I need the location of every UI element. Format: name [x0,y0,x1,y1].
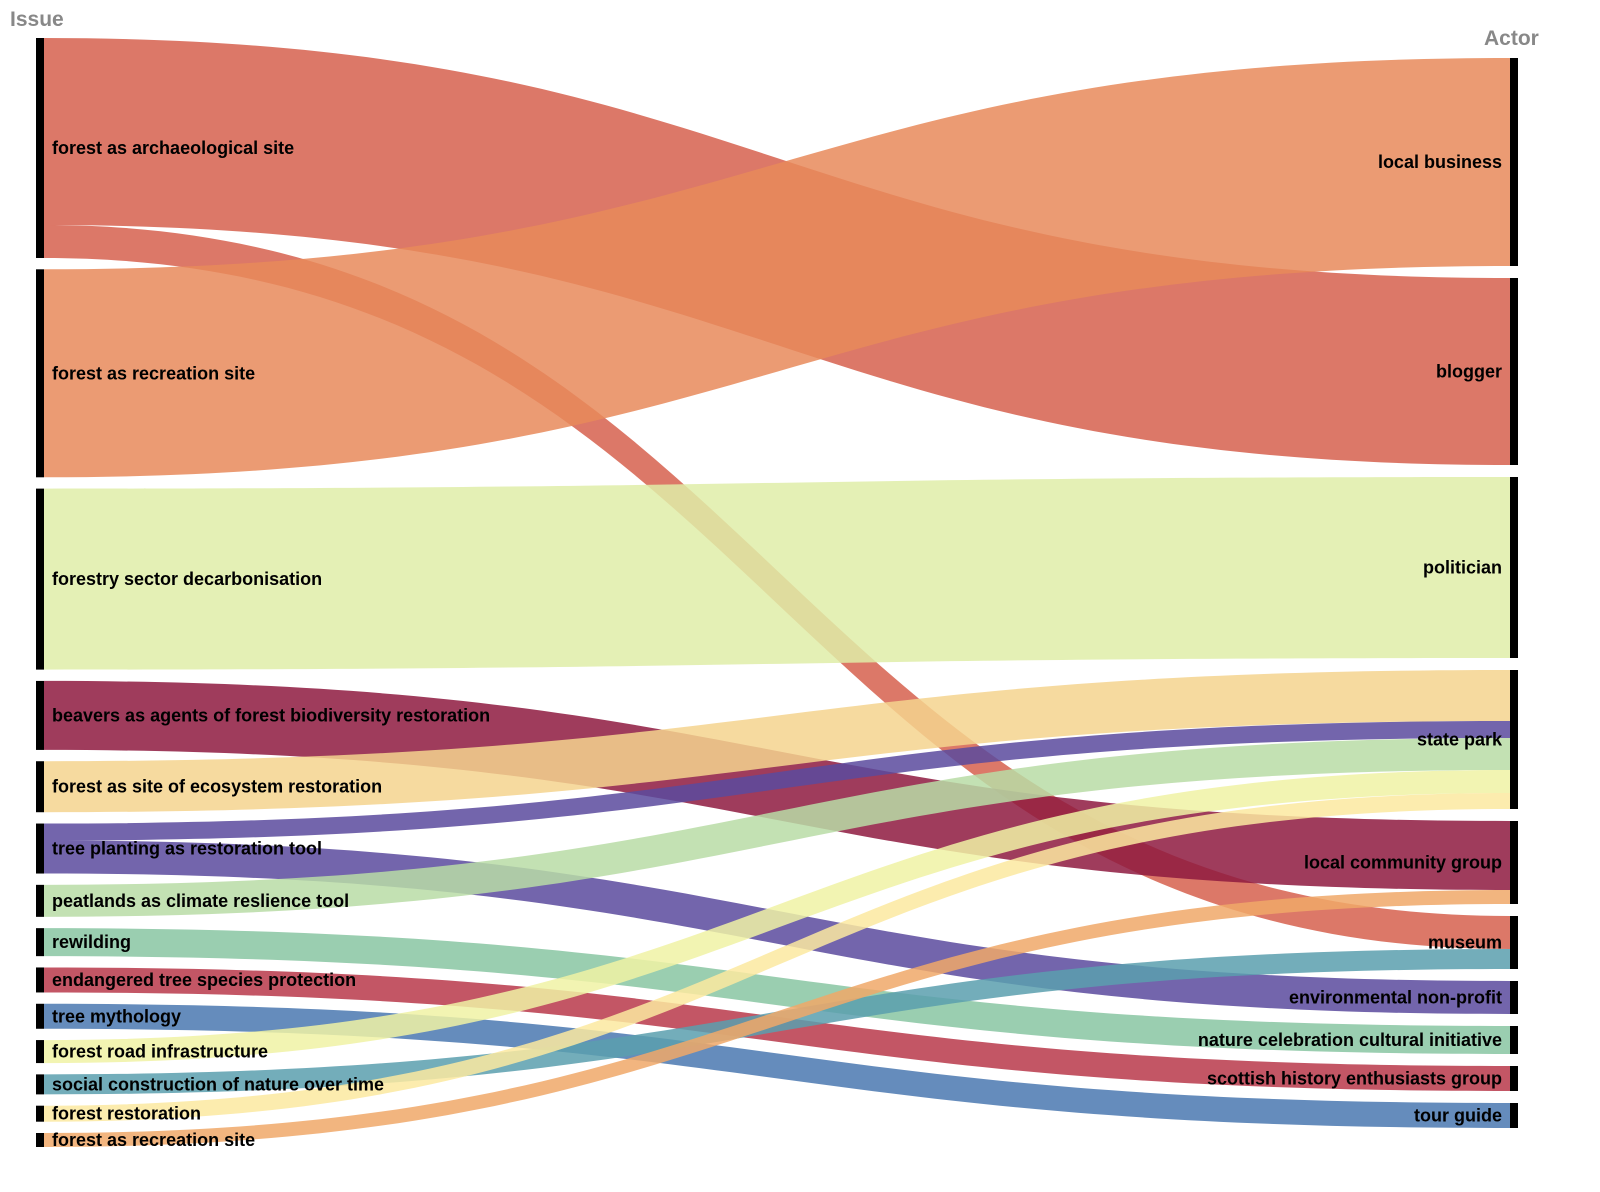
link-road-to-statepark[interactable] [44,770,1510,1064]
node-label-museum: museum [1428,933,1502,953]
link-restoration-to-statepark[interactable] [44,793,1510,1122]
link-treeplanting-to-statepark[interactable] [44,721,1510,841]
node-bar-scottish[interactable] [1510,1066,1518,1091]
node-label-recreation: forest as recreation site [52,363,255,383]
node-bar-restoration[interactable] [36,1105,44,1122]
node-label-lcg: local community group [1304,853,1502,873]
node-bar-naturecult[interactable] [1510,1026,1518,1054]
link-recreation2-to-lcg[interactable] [44,890,1510,1147]
node-bar-archaeo[interactable] [36,38,44,258]
node-bar-localbusiness[interactable] [1510,58,1518,266]
left-nodes: forest as archaeological site forest as r… [36,38,490,1150]
node-bar-social[interactable] [36,1074,44,1095]
node-bar-lcg[interactable] [1510,821,1518,904]
node-label-restoration: forest restoration [52,1104,201,1124]
links [44,38,1510,1147]
node-label-mythology: tree mythology [52,1006,181,1026]
node-bar-beavers[interactable] [36,680,44,750]
node-bar-ecosystem[interactable] [36,761,44,813]
node-bar-decarb[interactable] [36,488,44,670]
node-label-endangered: endangered tree species protection [52,970,356,990]
node-label-recreation2: forest as recreation site [52,1130,255,1150]
node-label-blogger: blogger [1436,362,1502,382]
node-label-tourguide: tour guide [1414,1106,1502,1126]
node-bar-recreation2[interactable] [36,1133,44,1147]
node-label-localbusiness: local business [1378,152,1502,172]
right-axis-header: Actor [1484,27,1539,50]
node-label-beavers: beavers as agents of forest biodiversity… [52,705,490,725]
link-mythology-to-tourguide[interactable] [44,1003,1510,1128]
node-bar-rewilding[interactable] [36,928,44,957]
node-bar-mythology[interactable] [36,1003,44,1029]
node-label-social: social construction of nature over time [52,1074,384,1094]
link-peatlands-to-statepark[interactable] [44,738,1510,917]
node-label-treeplanting: tree planting as restoration tool [52,839,322,859]
node-bar-peatlands[interactable] [36,884,44,917]
left-axis-header: Issue [10,8,64,31]
link-rewilding-to-naturecult[interactable] [44,928,1510,1054]
link-ecosystem-to-statepark[interactable] [44,670,1510,813]
node-bar-endangered[interactable] [36,967,44,993]
node-label-archaeo: forest as archaeological site [52,138,294,158]
node-bar-museum[interactable] [1510,916,1518,969]
node-label-politician: politician [1423,558,1502,578]
node-bar-statepark[interactable] [1510,670,1518,809]
node-bar-politician[interactable] [1510,477,1518,658]
node-label-scottish: scottish history enthusiasts group [1207,1069,1502,1089]
node-label-naturecult: nature celebration cultural initiative [1198,1030,1502,1050]
node-label-road: forest road infrastructure [52,1042,268,1062]
node-bar-recreation[interactable] [36,269,44,478]
link-decarb-to-politician[interactable] [44,477,1510,670]
node-bar-treeplanting[interactable] [36,823,44,874]
node-bar-envnp[interactable] [1510,981,1518,1014]
right-nodes: local business blogger politician state par… [1198,58,1518,1128]
node-label-envnp: environmental non-profit [1289,988,1502,1008]
node-bar-blogger[interactable] [1510,278,1518,465]
link-recreation-to-localbusiness[interactable] [44,58,1510,478]
node-label-rewilding: rewilding [52,932,131,952]
node-bar-road[interactable] [36,1040,44,1064]
node-label-ecosystem: forest as site of ecosystem restoration [52,777,382,797]
node-label-decarb: forestry sector decarbonisation [52,569,322,589]
node-bar-tourguide[interactable] [1510,1103,1518,1128]
node-label-statepark: state park [1417,730,1503,750]
node-label-peatlands: peatlands as climate reslience tool [52,891,349,911]
